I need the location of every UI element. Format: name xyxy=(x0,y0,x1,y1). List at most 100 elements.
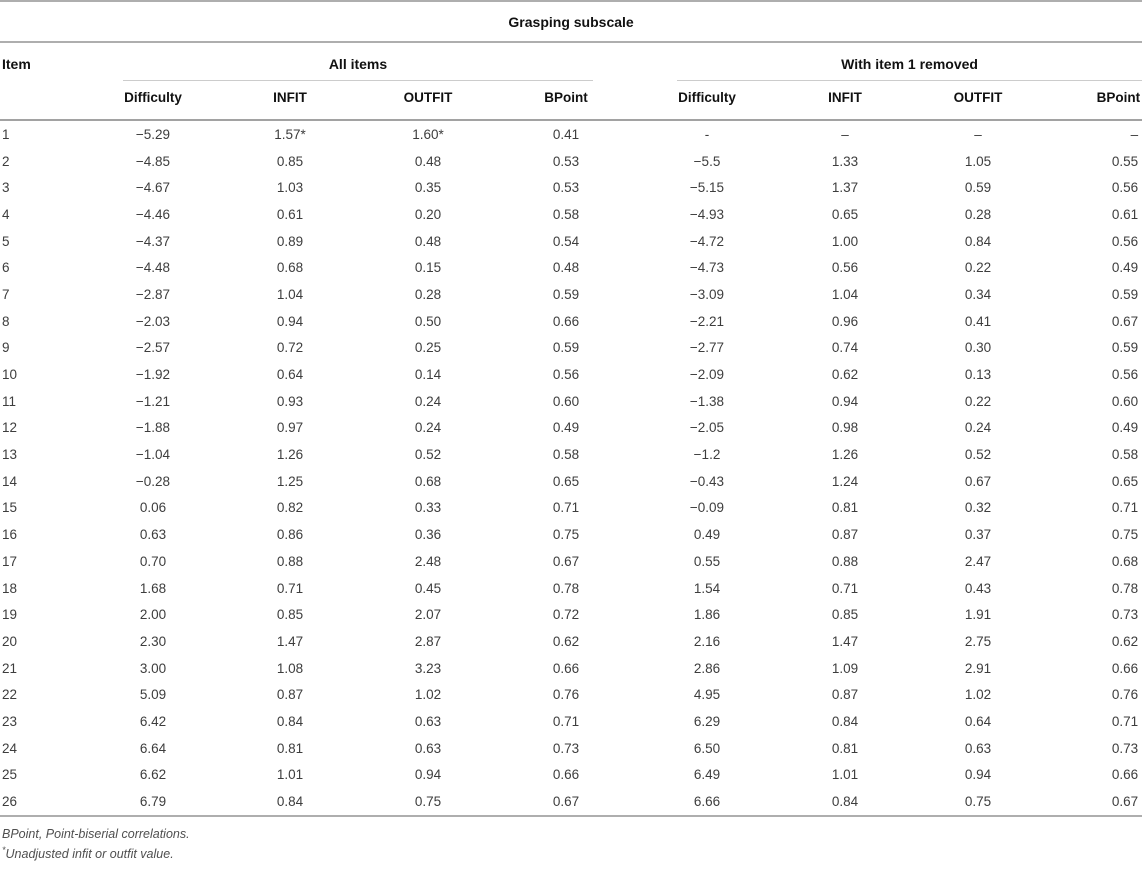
table-row: 6 −4.48 0.68 0.15 0.48 −4.73 0.56 0.22 0.49 xyxy=(0,254,1142,281)
cell-item-number: 10 xyxy=(2,367,18,383)
cell-value: 4.95 xyxy=(693,687,721,703)
cell-value: −2.05 xyxy=(689,420,725,436)
cell-value: −4.46 xyxy=(135,206,171,222)
cell-value: 1.33 xyxy=(831,153,859,169)
cell-value: 0.84 xyxy=(831,713,859,729)
cell-value: 3.00 xyxy=(139,660,167,676)
cell-value: 6.62 xyxy=(139,767,167,783)
cell-value: −4.67 xyxy=(135,180,171,196)
cell-value: 0.97 xyxy=(276,420,304,436)
cell-value: 0.76 xyxy=(552,687,580,703)
cell-value: 2.91 xyxy=(964,660,992,676)
cell-value: 3.23 xyxy=(414,660,442,676)
cell-value: 0.48 xyxy=(414,153,442,169)
cell-value: 0.75 xyxy=(964,794,992,810)
cell-value: 0.94 xyxy=(831,393,859,409)
table-row: 1 −5.29 1.57* 1.60* 0.41 - – – – xyxy=(0,120,1142,148)
column-header-difficulty-all: Difficulty xyxy=(86,81,220,121)
cell-value: 0.76 xyxy=(1111,687,1139,703)
cell-value: −0.28 xyxy=(135,473,171,489)
cell-value: 0.24 xyxy=(414,420,442,436)
cell-value: 1.86 xyxy=(693,607,721,623)
table-footnotes: BPoint, Point-biserial correlations. *Un… xyxy=(0,824,1142,864)
cell-value: 0.65 xyxy=(831,206,859,222)
cell-value: 0.59 xyxy=(552,286,580,302)
cell-value: 0.89 xyxy=(276,233,304,249)
table-body: 1 −5.29 1.57* 1.60* 0.41 - – – – 2 −4.85 0.85 0.48 0.… xyxy=(0,120,1142,816)
cell-item-number: 3 xyxy=(2,180,10,196)
cell-value: −3.09 xyxy=(689,286,725,302)
table-row: 9 −2.57 0.72 0.25 0.59 −2.77 0.74 0.30 0.59 xyxy=(0,335,1142,362)
group-underline xyxy=(677,80,1142,81)
table-row: 7 −2.87 1.04 0.28 0.59 −3.09 1.04 0.34 0.59 xyxy=(0,281,1142,308)
cell-value: 0.67 xyxy=(964,473,992,489)
cell-value: 0.63 xyxy=(139,527,167,543)
cell-value: −2.77 xyxy=(689,340,725,356)
cell-value: 0.93 xyxy=(276,393,304,409)
column-header-infit-removed: INFIT xyxy=(778,81,912,121)
cell-value: 1.60* xyxy=(412,126,444,142)
cell-value: 1.26 xyxy=(831,447,859,463)
cell-value: 0.64 xyxy=(276,367,304,383)
cell-value: −4.72 xyxy=(689,233,725,249)
cell-value: 0.28 xyxy=(414,286,442,302)
cell-value: 0.52 xyxy=(414,447,442,463)
cell-value: 0.55 xyxy=(693,553,721,569)
cell-value: 1.25 xyxy=(276,473,304,489)
cell-value: 0.68 xyxy=(276,260,304,276)
cell-value: 0.70 xyxy=(139,553,167,569)
column-header-item: Item xyxy=(0,42,86,121)
table-title-row: Grasping subscale xyxy=(0,0,1142,43)
cell-value: 2.47 xyxy=(964,553,992,569)
cell-value: 0.24 xyxy=(964,420,992,436)
cell-value: 0.61 xyxy=(276,206,304,222)
cell-value: 0.71 xyxy=(1111,713,1139,729)
cell-value: 0.85 xyxy=(276,153,304,169)
cell-item-number: 7 xyxy=(2,286,10,302)
group-label-item1-removed: With item 1 removed xyxy=(841,56,978,72)
cell-value: 0.85 xyxy=(831,607,859,623)
cell-item-number: 25 xyxy=(2,767,18,783)
table-row: 16 0.63 0.86 0.36 0.75 0.49 0.87 0.37 0.75 xyxy=(0,521,1142,548)
cell-value: 2.00 xyxy=(139,607,167,623)
cell-value: 5.09 xyxy=(139,687,167,703)
cell-item-number: 20 xyxy=(2,633,18,649)
cell-value: −1.04 xyxy=(135,447,171,463)
cell-value: 0.86 xyxy=(276,527,304,543)
cell-value: 0.63 xyxy=(414,713,442,729)
group-header-item1-removed: With item 1 removed xyxy=(636,42,1142,81)
table-row: 22 5.09 0.87 1.02 0.76 4.95 0.87 1.02 0.76 xyxy=(0,681,1142,708)
cell-value: 0.49 xyxy=(552,420,580,436)
cell-value: 0.15 xyxy=(414,260,442,276)
cell-value: 1.24 xyxy=(831,473,859,489)
cell-value: 0.66 xyxy=(552,313,580,329)
table-row: 13 −1.04 1.26 0.52 0.58 −1.2 1.26 0.52 0.58 xyxy=(0,441,1142,468)
cell-value: 1.00 xyxy=(831,233,859,249)
cell-value: 0.50 xyxy=(414,313,442,329)
cell-value: 0.60 xyxy=(1111,393,1139,409)
cell-value: −4.85 xyxy=(135,153,171,169)
cell-value: 0.58 xyxy=(552,447,580,463)
cell-value: 1.03 xyxy=(276,180,304,196)
cell-value: 1.68 xyxy=(139,580,167,596)
table-row: 15 0.06 0.82 0.33 0.71 −0.09 0.81 0.32 0.71 xyxy=(0,495,1142,522)
cell-value: 0.49 xyxy=(693,527,721,543)
cell-item-number: 13 xyxy=(2,447,18,463)
cell-value: 0.53 xyxy=(552,180,580,196)
cell-value: 0.49 xyxy=(1111,420,1139,436)
footnote-bpoint: BPoint, Point-biserial correlations. xyxy=(2,824,1142,844)
cell-value: −5.15 xyxy=(689,180,725,196)
cell-value: 0.06 xyxy=(139,500,167,516)
cell-value: 0.59 xyxy=(1111,286,1139,302)
cell-value: 0.73 xyxy=(1111,740,1139,756)
table-row: 2 −4.85 0.85 0.48 0.53 −5.5 1.33 1.05 0.55 xyxy=(0,148,1142,175)
cell-value: 0.65 xyxy=(1111,473,1139,489)
cell-value: 0.60 xyxy=(552,393,580,409)
cell-item-number: 1 xyxy=(2,126,10,142)
cell-value: 0.62 xyxy=(831,367,859,383)
table-row: 4 −4.46 0.61 0.20 0.58 −4.93 0.65 0.28 0.61 xyxy=(0,201,1142,228)
cell-value: −0.09 xyxy=(689,500,725,516)
cell-value: 2.16 xyxy=(693,633,721,649)
cell-value: 0.75 xyxy=(1111,527,1139,543)
cell-value: – xyxy=(974,126,982,142)
